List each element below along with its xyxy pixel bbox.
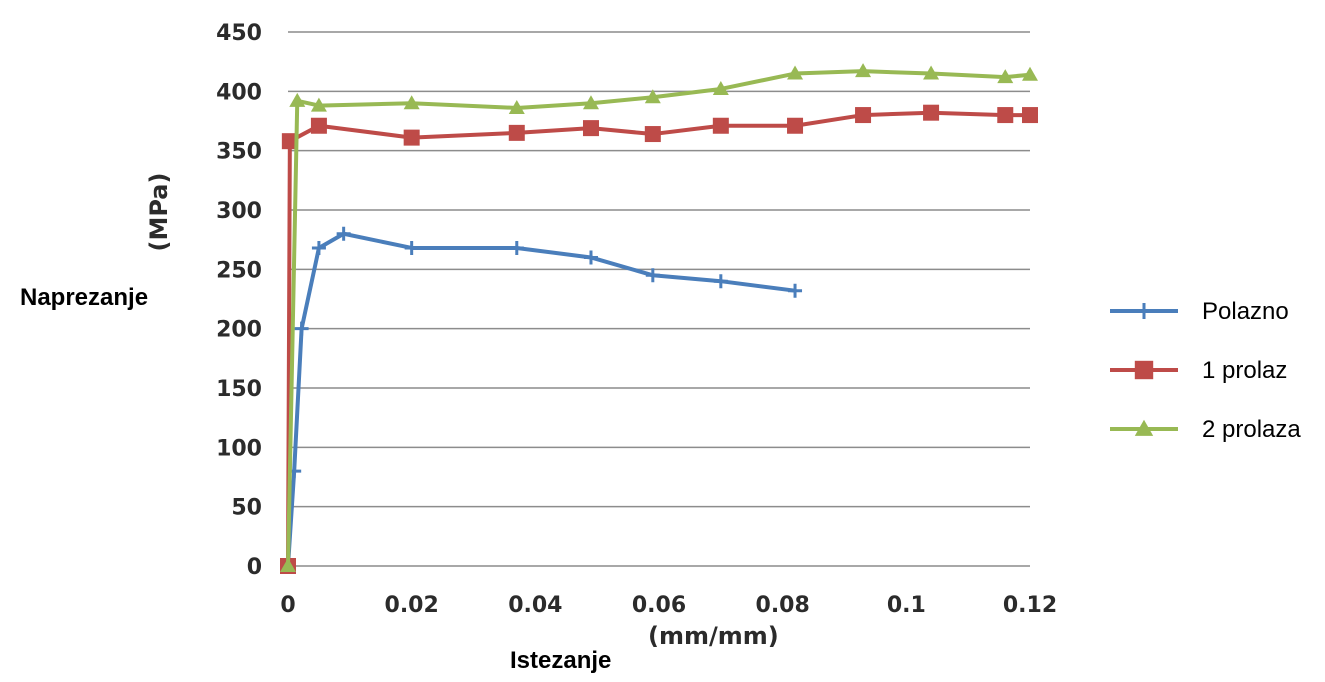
- legend: Polazno 1 prolaz 2 prolaza: [1110, 298, 1301, 443]
- data-point: [1134, 360, 1154, 380]
- y-tick-label: 400: [216, 80, 262, 105]
- data-point: [1135, 302, 1153, 320]
- series-3: [280, 63, 1038, 572]
- series-2: [280, 104, 1038, 574]
- x-tick-label: 0.02: [385, 593, 439, 618]
- legend-label: 1 prolaz: [1202, 357, 1287, 384]
- data-point: [712, 80, 729, 95]
- data-point: [1134, 419, 1154, 436]
- data-point: [289, 92, 306, 107]
- x-tick-label: 0.06: [632, 593, 686, 618]
- y-axis-title: Naprezanje: [20, 284, 148, 311]
- data-point: [404, 240, 419, 255]
- data-point: [787, 117, 804, 134]
- data-point: [508, 124, 525, 141]
- y-axis-unit: (MPa): [145, 173, 173, 252]
- x-tick-label: 0: [280, 593, 295, 618]
- legend-item: 2 prolaza: [1110, 416, 1301, 443]
- series-line: [286, 231, 798, 568]
- data-point: [644, 126, 661, 143]
- data-point: [582, 120, 599, 137]
- data-point: [509, 240, 524, 255]
- y-tick-label: 450: [216, 21, 262, 46]
- y-tick-labels: 0 50 100 150 200 250 300 350 400 450: [216, 21, 262, 580]
- data-point: [1022, 66, 1038, 81]
- data-point: [855, 107, 872, 124]
- y-tick-label: 350: [216, 140, 262, 165]
- data-point: [997, 69, 1014, 84]
- legend-item: 1 prolaz: [1110, 357, 1287, 384]
- data-point: [508, 99, 525, 114]
- data-point: [997, 107, 1014, 124]
- data-point: [336, 226, 351, 241]
- legend-label: 2 prolaza: [1202, 416, 1301, 443]
- x-tick-label: 0.12: [1003, 593, 1057, 618]
- data-point: [280, 558, 296, 572]
- data-point: [923, 104, 940, 121]
- x-tick-labels: 0 0.02 0.04 0.06 0.08 0.1 0.12: [280, 593, 1057, 618]
- data-point: [712, 117, 729, 134]
- data-point: [403, 95, 420, 110]
- data-point: [788, 283, 803, 298]
- y-tick-label: 200: [216, 318, 262, 343]
- series-1: [281, 226, 803, 573]
- data-point: [310, 97, 327, 112]
- data-point: [403, 129, 420, 146]
- x-tick-label: 0.1: [887, 593, 926, 618]
- x-axis-unit: (mm/mm): [648, 622, 779, 650]
- y-tick-label: 0: [247, 555, 262, 580]
- data-point: [582, 95, 599, 110]
- data-point: [644, 89, 661, 104]
- plot-area: [280, 63, 1038, 574]
- data-point: [310, 117, 327, 134]
- data-point: [281, 133, 298, 150]
- data-point: [645, 268, 660, 283]
- y-tick-label: 300: [216, 199, 262, 224]
- grid-lines: [288, 31, 1030, 567]
- data-point: [294, 321, 309, 336]
- y-tick-label: 50: [231, 496, 262, 521]
- legend-label: Polazno: [1202, 298, 1289, 325]
- series-line: [286, 110, 1032, 568]
- y-tick-label: 150: [216, 377, 262, 402]
- x-tick-label: 0.04: [508, 593, 562, 618]
- legend-item: Polazno: [1110, 298, 1289, 325]
- series-line: [286, 69, 1032, 568]
- data-point: [1022, 107, 1038, 124]
- data-point: [787, 65, 804, 80]
- data-point: [923, 65, 940, 80]
- data-point: [583, 250, 598, 265]
- data-point: [855, 63, 872, 78]
- x-tick-label: 0.08: [756, 593, 810, 618]
- y-tick-label: 100: [216, 436, 262, 461]
- x-axis-title: Istezanje: [510, 647, 611, 674]
- data-point: [311, 240, 326, 255]
- y-tick-label: 250: [216, 258, 262, 283]
- data-point: [713, 274, 728, 289]
